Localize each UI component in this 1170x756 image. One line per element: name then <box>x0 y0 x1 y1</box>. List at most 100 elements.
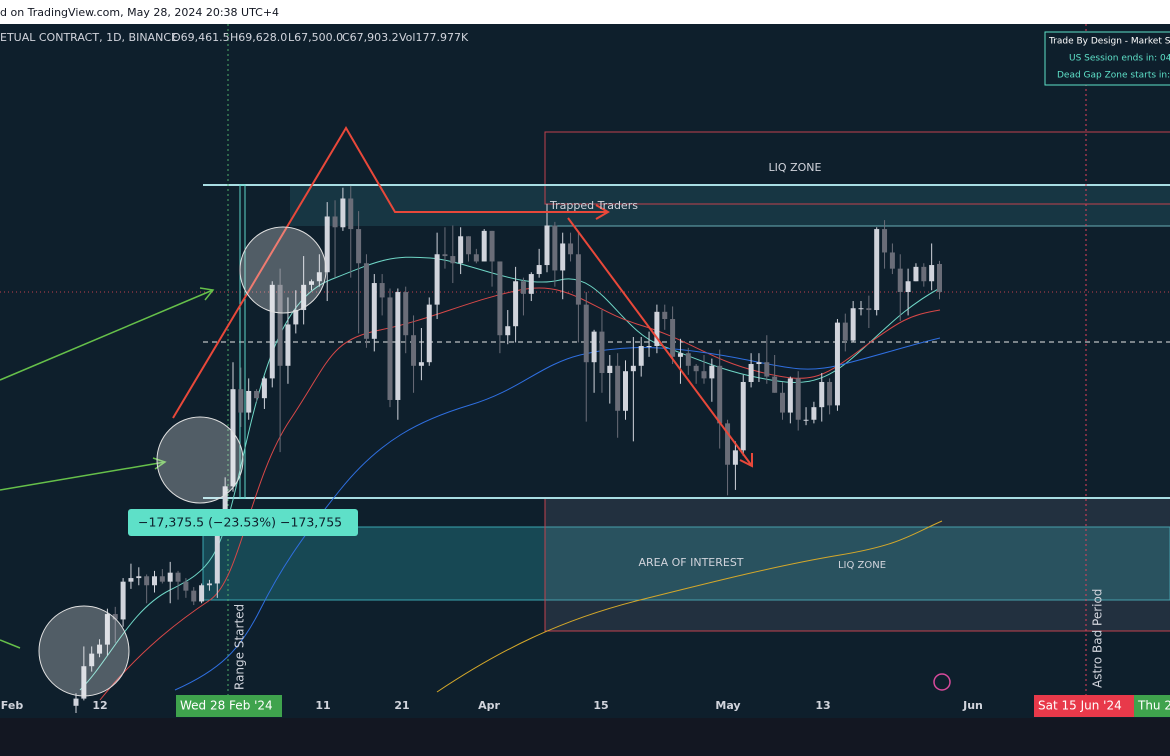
candle-body <box>324 216 330 273</box>
candle-body <box>167 572 173 582</box>
candle-body <box>261 378 267 399</box>
candle-body <box>897 268 903 293</box>
candle-body <box>73 698 79 706</box>
candle-body <box>834 322 840 406</box>
date-badge <box>176 695 282 717</box>
candle-body <box>913 266 919 282</box>
symbol-label: ETUAL CONTRACT, 1D, BINANCE <box>0 31 178 44</box>
candle-body <box>175 572 181 582</box>
candle-body <box>764 362 770 377</box>
ohlc-high: H69,628.0 <box>230 31 287 44</box>
candle-body <box>277 284 283 366</box>
candle-body <box>238 389 244 413</box>
table-row: Dead Gap Zone starts in: 0 <box>1057 71 1170 81</box>
candle-body <box>301 284 307 311</box>
candle-body <box>191 590 197 602</box>
candle-body <box>827 381 833 406</box>
time-label: Feb <box>1 699 24 712</box>
candle-body <box>615 365 621 411</box>
time-label: Jun <box>962 699 983 712</box>
candle-body <box>654 311 660 347</box>
candle-body <box>630 365 636 372</box>
candle-body <box>520 281 526 294</box>
time-label: 11 <box>315 699 330 712</box>
arrow-head <box>199 287 215 301</box>
candle-body <box>709 365 715 379</box>
info-table <box>1044 31 1170 86</box>
candle-body <box>646 346 652 348</box>
chart-area <box>0 24 1170 718</box>
zone-label: LIQ ZONE <box>769 161 822 174</box>
candle-body <box>340 198 346 228</box>
candle-body <box>230 389 236 487</box>
candle-body <box>568 243 574 255</box>
candle-body <box>89 653 95 667</box>
candle-body <box>803 419 809 421</box>
candle-body <box>254 390 260 399</box>
candle-body <box>505 326 511 336</box>
time-label: Apr <box>478 699 500 712</box>
candle-body <box>418 362 424 366</box>
candle-body <box>575 254 581 305</box>
candle-body <box>905 281 911 293</box>
time-label: 13 <box>815 699 830 712</box>
date-badge-label: Thu 2 <box>1137 699 1170 713</box>
candles <box>73 185 942 713</box>
header-title: d on TradingView.com, May 28, 2024 20:38… <box>0 6 279 19</box>
candle-body <box>144 576 150 586</box>
candle-body <box>662 311 668 320</box>
candle-body <box>850 308 856 341</box>
candle-body <box>293 310 299 325</box>
candle-body <box>560 243 566 271</box>
candle-body <box>677 353 683 357</box>
candle-body <box>395 292 401 400</box>
ma-slow <box>174 337 941 691</box>
highlight-circle <box>156 416 244 504</box>
candle-body <box>693 365 699 372</box>
candle-body <box>889 252 895 269</box>
candle-body <box>481 230 487 262</box>
candle-body <box>623 371 628 411</box>
candle-body <box>583 304 589 363</box>
candle-body <box>285 324 291 366</box>
candle-body <box>937 263 942 293</box>
candle-body <box>214 533 220 584</box>
candle-body <box>371 283 377 339</box>
candle-body <box>206 583 212 586</box>
candle-body <box>740 381 746 451</box>
candle-body <box>466 236 471 255</box>
time-label: 15 <box>593 699 608 712</box>
candle-body <box>866 308 872 311</box>
liq-box-top <box>544 131 1170 205</box>
candle-body <box>874 229 880 311</box>
arrow-head <box>739 453 753 468</box>
candle-body <box>152 576 157 586</box>
candle-body <box>159 576 165 582</box>
date-badge-label: Sat 15 Jun '24 <box>1038 699 1122 713</box>
candle-body <box>104 614 110 645</box>
candle-body <box>81 666 87 699</box>
candle-body <box>128 578 134 582</box>
range-marker <box>239 184 246 499</box>
volume: Vol177.977K <box>399 31 469 44</box>
table-title: Trade By Design - Market Se <box>1048 37 1170 47</box>
astro-label: Astro Bad Period <box>1091 589 1105 688</box>
candle-body <box>316 272 322 282</box>
candle-body <box>882 229 888 253</box>
trapped-label: Trapped Traders <box>549 199 638 212</box>
candle-body <box>120 581 126 620</box>
event-icon[interactable] <box>933 673 951 691</box>
zone-band <box>290 185 1170 226</box>
time-label: 21 <box>394 699 409 712</box>
candle-body <box>780 392 785 413</box>
candle-body <box>717 365 723 424</box>
table-row: US Session ends in: 04h <box>1069 54 1170 64</box>
candle-body <box>748 363 754 382</box>
candle-body <box>348 198 354 230</box>
ohlc-close: C67,903.2 <box>342 31 399 44</box>
candle-body <box>112 614 118 620</box>
candle-body <box>403 292 409 336</box>
candle-body <box>442 254 448 257</box>
candle-body <box>552 225 558 271</box>
date-badge-label: Wed 28 Feb '24 <box>180 699 273 713</box>
